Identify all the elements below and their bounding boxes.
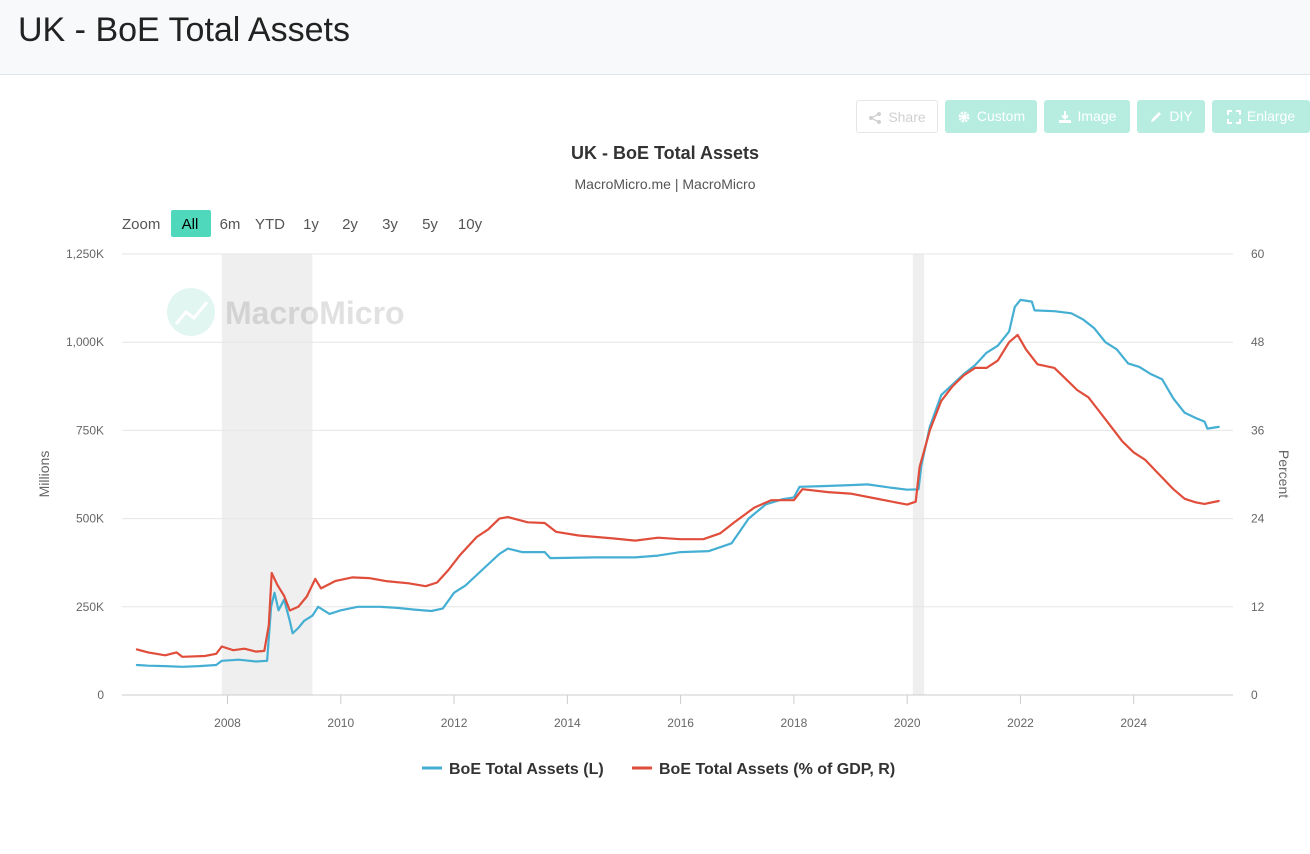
share-icon bbox=[869, 112, 882, 124]
legend-item[interactable]: BoE Total Assets (% of GDP, R) bbox=[632, 761, 895, 778]
axes: 0 250K 500K 750K 1,000K 1,250K 0 12 24 36 48 60 2008… bbox=[66, 247, 1265, 730]
x-tick-label: 2016 bbox=[667, 716, 694, 730]
watermark: MacroMicro bbox=[167, 288, 405, 336]
zoom-option-2y[interactable]: 2y bbox=[342, 216, 358, 233]
recession-band-0 bbox=[221, 254, 313, 695]
custom-button[interactable]: Custom bbox=[945, 100, 1037, 133]
x-tick-label: 2010 bbox=[327, 716, 354, 730]
x-tick-label: 2012 bbox=[441, 716, 468, 730]
grid-lines bbox=[122, 253, 1233, 696]
pencil-icon bbox=[1151, 112, 1162, 122]
y-tick-label-left: 0 bbox=[97, 688, 104, 702]
x-tick-label: 2024 bbox=[1120, 716, 1147, 730]
share-label: Share bbox=[888, 109, 926, 125]
y-tick-label-left: 250K bbox=[76, 600, 104, 614]
download-icon bbox=[1058, 111, 1071, 123]
legend-label: BoE Total Assets (L) bbox=[449, 761, 604, 778]
legend: BoE Total Assets (L) BoE Total Assets (% … bbox=[422, 761, 895, 778]
image-label: Image bbox=[1077, 108, 1117, 124]
zoom-option-3y[interactable]: 3y bbox=[382, 216, 398, 233]
series-line-percent-gdp[interactable] bbox=[135, 333, 1220, 658]
y-tick-label-right: 24 bbox=[1251, 512, 1265, 526]
watermark-logo-icon bbox=[167, 288, 215, 336]
page-title: UK - BoE Total Assets bbox=[18, 11, 350, 49]
y-tick-label-left: 1,250K bbox=[66, 247, 104, 261]
y-axis-title-right: Percent bbox=[1276, 450, 1292, 498]
watermark-text: MacroMicro bbox=[225, 295, 405, 331]
image-button[interactable]: Image bbox=[1044, 100, 1130, 133]
zoom-option-10y[interactable]: 10y bbox=[458, 216, 483, 233]
zoom-option-all[interactable]: All bbox=[182, 216, 199, 233]
watermark-chart-icon bbox=[174, 301, 209, 325]
x-tick-label: 2022 bbox=[1007, 716, 1034, 730]
zoom-selected-highlight bbox=[171, 210, 211, 237]
y-tick-label-right: 0 bbox=[1251, 688, 1258, 702]
y-tick-label-left: 1,000K bbox=[66, 335, 104, 349]
zoom-option-1y[interactable]: 1y bbox=[303, 216, 319, 233]
y-tick-label-left: 750K bbox=[76, 423, 104, 437]
custom-label: Custom bbox=[976, 108, 1026, 124]
zoom-bar: Zoom All 6m YTD 1y 2y 3y 5y 10y bbox=[122, 210, 483, 237]
zoom-option-ytd[interactable]: YTD bbox=[255, 216, 285, 233]
y-tick-label-right: 48 bbox=[1251, 335, 1265, 349]
x-tick-label: 2020 bbox=[894, 716, 921, 730]
expand-icon bbox=[1226, 110, 1241, 124]
enlarge-button[interactable]: Enlarge bbox=[1212, 100, 1310, 133]
gear-icon bbox=[958, 111, 970, 123]
diy-button[interactable]: DIY bbox=[1137, 100, 1205, 133]
series-lines bbox=[135, 298, 1220, 668]
share-button[interactable]: Share bbox=[856, 100, 938, 133]
y-tick-label-right: 60 bbox=[1251, 247, 1265, 261]
y-axis-title-left: Millions bbox=[36, 451, 52, 498]
zoom-option-6m[interactable]: 6m bbox=[220, 216, 241, 233]
zoom-label: Zoom bbox=[122, 216, 160, 233]
y-tick-label-right: 36 bbox=[1251, 423, 1265, 437]
zoom-option-5y[interactable]: 5y bbox=[422, 216, 438, 233]
chart-subtitle: MacroMicro.me | MacroMicro bbox=[575, 176, 756, 192]
x-tick-label: 2014 bbox=[554, 716, 581, 730]
series-line-total-assets[interactable] bbox=[135, 298, 1220, 668]
diy-label: DIY bbox=[1169, 108, 1193, 124]
y-tick-label-right: 12 bbox=[1251, 600, 1265, 614]
x-tick-label: 2018 bbox=[781, 716, 808, 730]
y-tick-label-left: 500K bbox=[76, 512, 104, 526]
legend-item[interactable]: BoE Total Assets (L) bbox=[422, 761, 604, 778]
x-tick-label: 2008 bbox=[214, 716, 241, 730]
page-header: UK - BoE Total Assets bbox=[0, 0, 1310, 75]
chart-title: UK - BoE Total Assets bbox=[571, 143, 759, 163]
legend-label: BoE Total Assets (% of GDP, R) bbox=[659, 761, 895, 778]
enlarge-label: Enlarge bbox=[1246, 108, 1296, 124]
